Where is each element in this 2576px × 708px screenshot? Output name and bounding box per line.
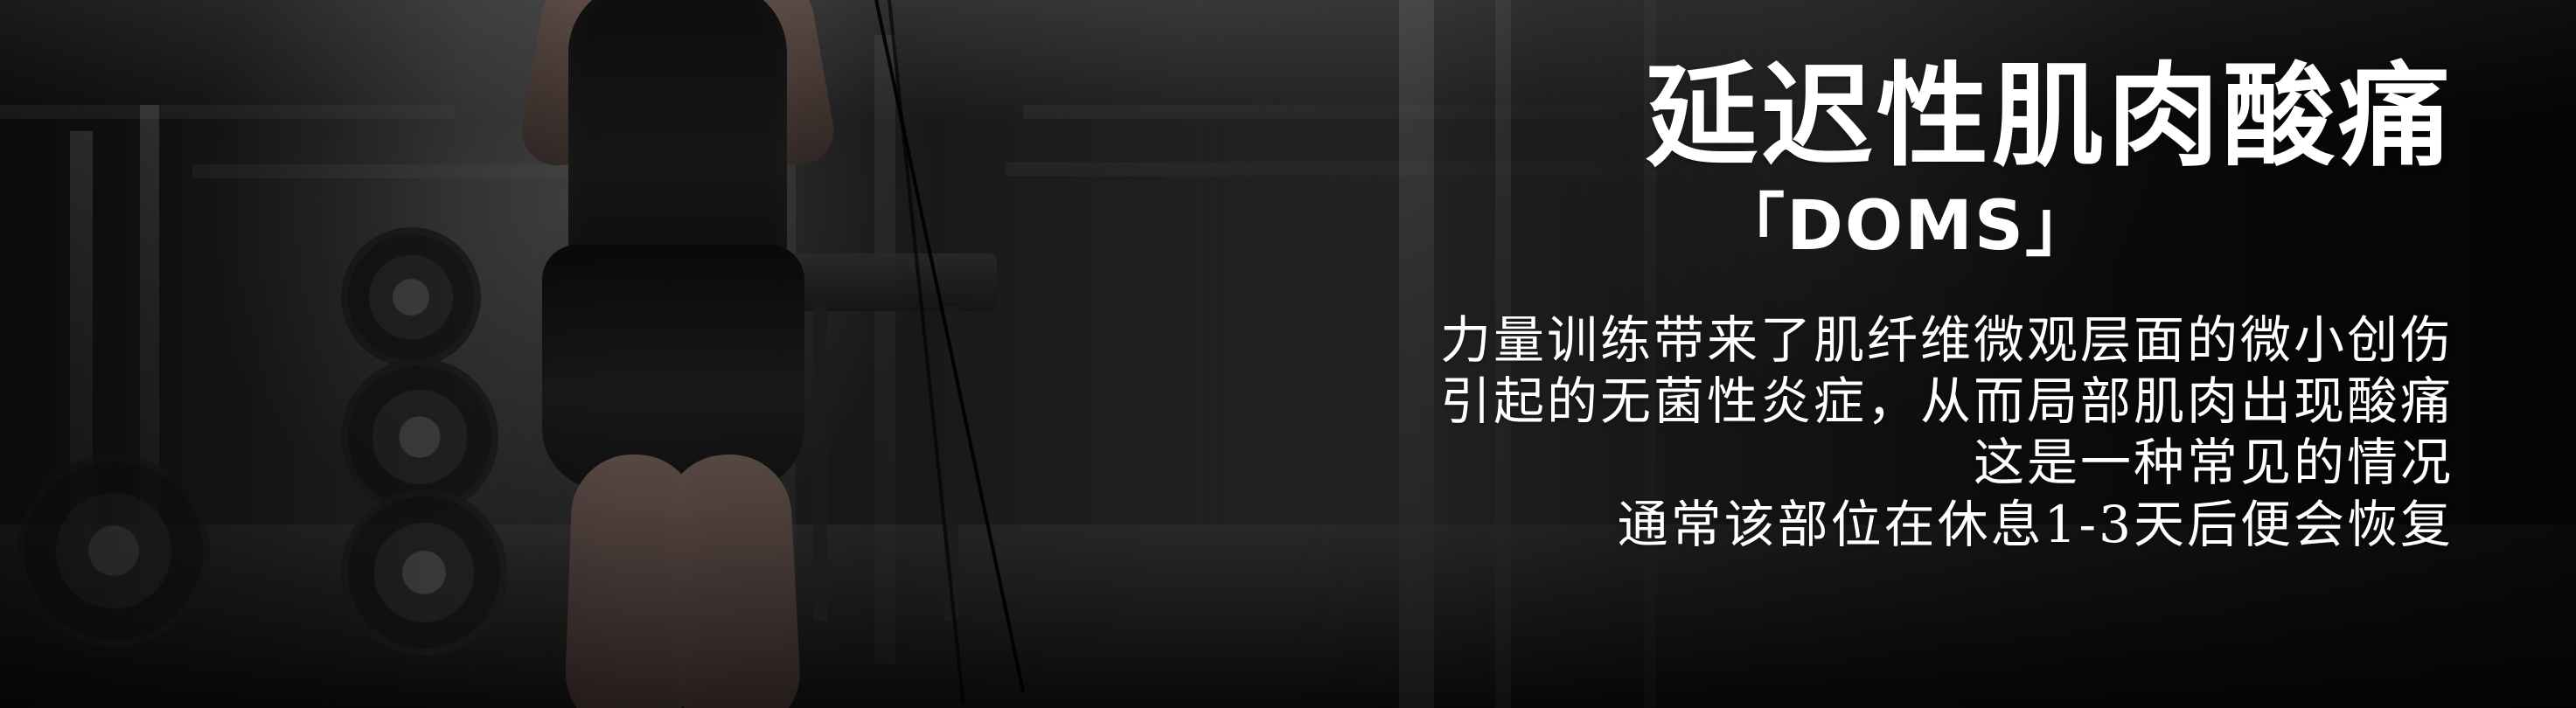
description-line: 通常该部位在休息1-3天后便会恢复 <box>1617 494 2454 554</box>
poster-description: 力量训练带来了肌纤维微观层面的微小创伤 引起的无菌性炎症，从而局部肌肉出现酸痛 … <box>1002 309 2454 555</box>
poster-title: 延迟性肌肉酸痛 <box>1645 52 2454 182</box>
poster-subtitle: 「DOMS」 <box>1716 187 2095 266</box>
description-line: 引起的无菌性炎症，从而局部肌肉出现酸痛 <box>1439 371 2454 432</box>
description-line: 这是一种常见的情况 <box>1973 433 2454 493</box>
description-line: 力量训练带来了肌纤维微观层面的微小创伤 <box>1439 310 2454 370</box>
poster-text-block: 延迟性肌肉酸痛 「DOMS」 力量训练带来了肌纤维微观层面的微小创伤 引起的无菌… <box>1002 61 2454 555</box>
